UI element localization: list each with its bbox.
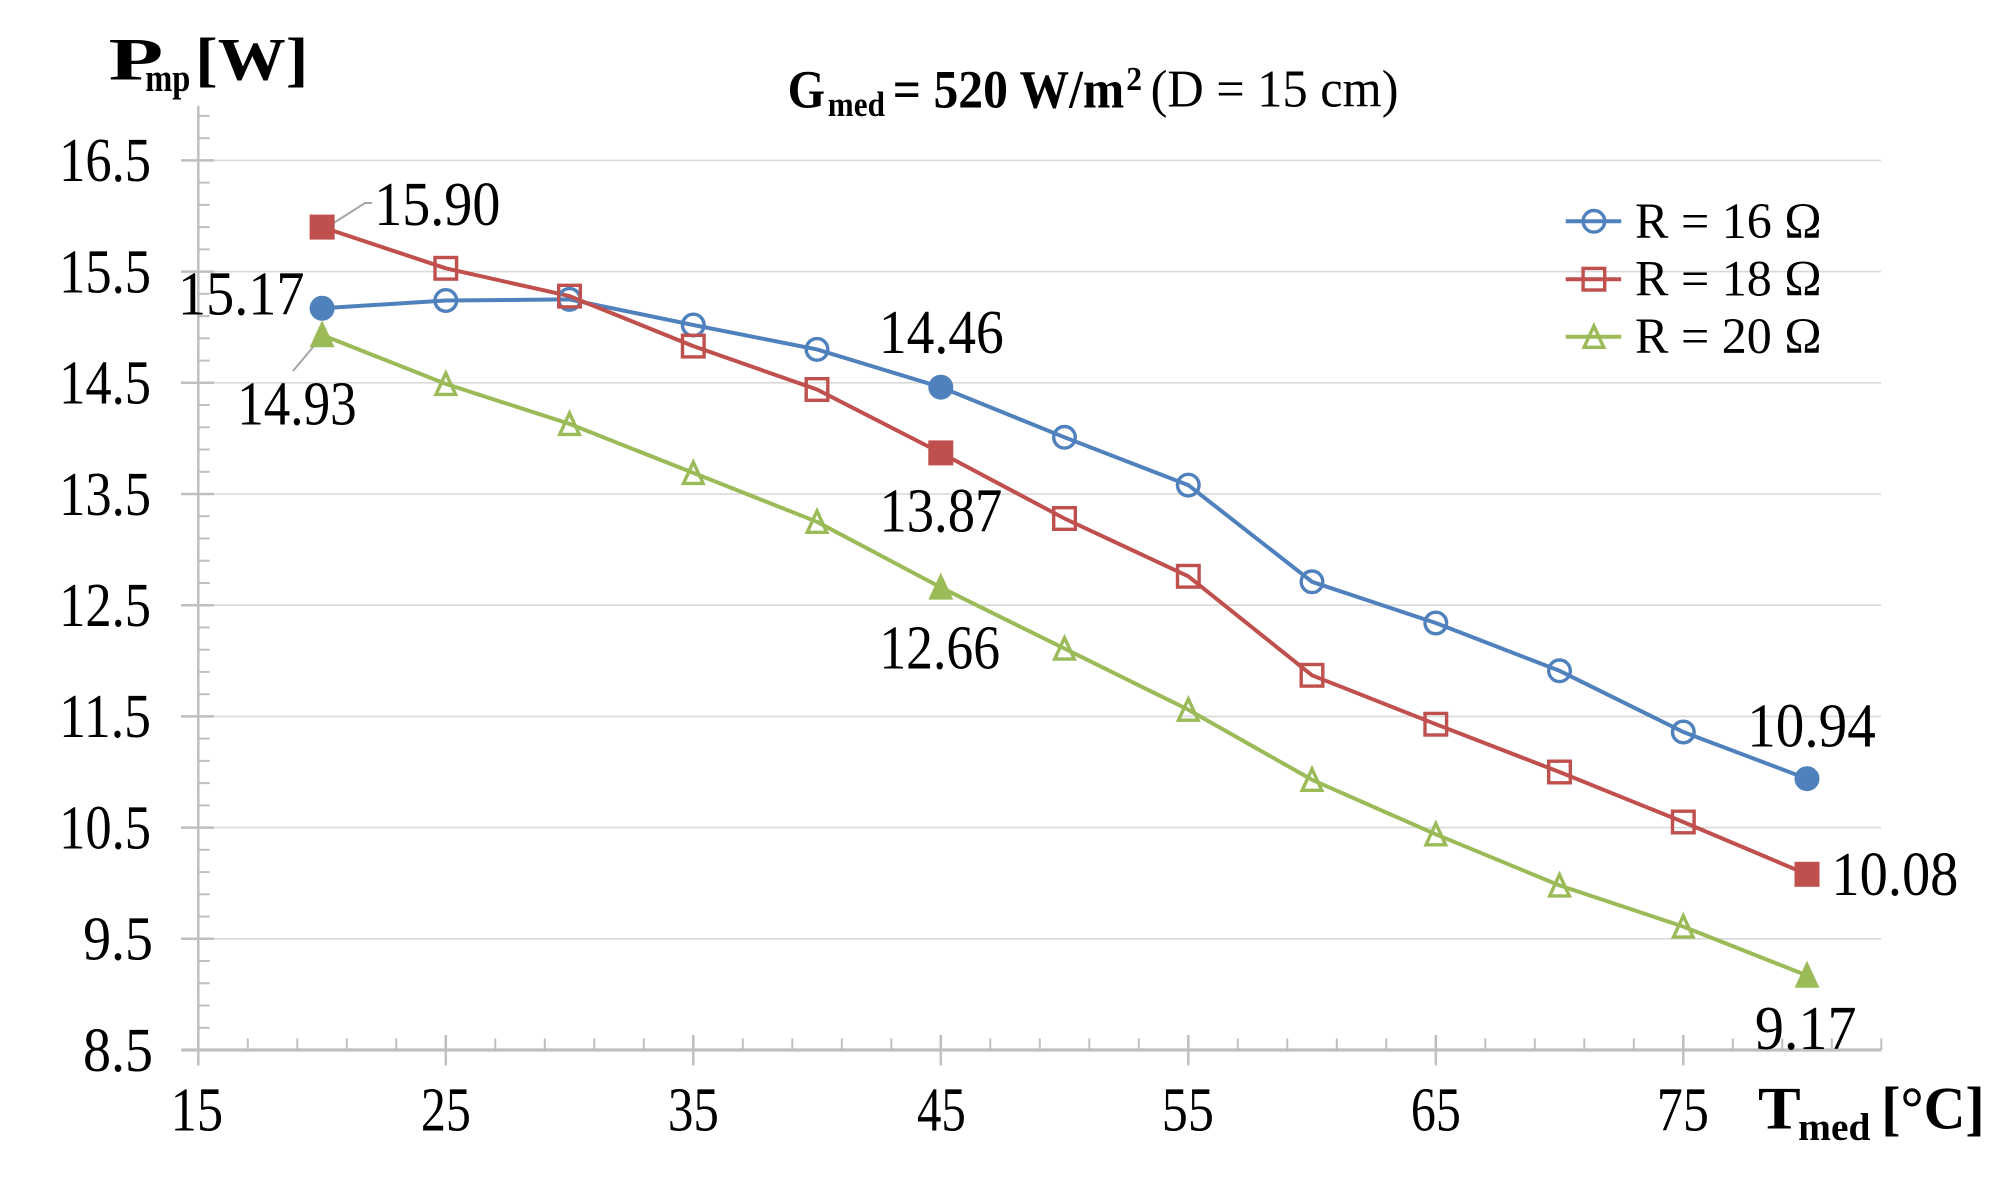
svg-text:16.5: 16.5 xyxy=(59,127,151,195)
svg-text:10.08: 10.08 xyxy=(1831,841,1958,909)
svg-text:13.87: 13.87 xyxy=(879,477,1002,545)
svg-text:55: 55 xyxy=(1162,1077,1214,1145)
svg-text:(D = 15 cm): (D = 15 cm) xyxy=(1151,61,1399,119)
svg-text:12.66: 12.66 xyxy=(879,615,1000,683)
svg-text:15.90: 15.90 xyxy=(374,171,500,239)
svg-text:R = 20 Ω: R = 20 Ω xyxy=(1635,309,1822,365)
svg-text:G: G xyxy=(788,60,825,120)
svg-text:R = 16 Ω: R = 16 Ω xyxy=(1635,194,1822,250)
svg-text:15: 15 xyxy=(171,1077,224,1145)
svg-text:T: T xyxy=(1758,1075,1801,1141)
svg-text:12.5: 12.5 xyxy=(59,572,151,640)
svg-text:P: P xyxy=(109,27,164,93)
svg-text:14.5: 14.5 xyxy=(59,350,151,418)
svg-text:9.5: 9.5 xyxy=(83,906,153,974)
svg-text:45: 45 xyxy=(917,1077,966,1145)
svg-text:65: 65 xyxy=(1411,1077,1461,1145)
svg-text:13.5: 13.5 xyxy=(59,461,151,529)
svg-text:15.5: 15.5 xyxy=(59,238,151,306)
svg-text:75: 75 xyxy=(1657,1077,1709,1145)
svg-text:10.94: 10.94 xyxy=(1747,692,1876,760)
svg-text:med: med xyxy=(828,85,886,124)
svg-text:11.5: 11.5 xyxy=(59,683,151,751)
svg-text:35: 35 xyxy=(668,1077,719,1145)
svg-text:= 520 W/m: = 520 W/m xyxy=(893,60,1124,120)
svg-text:15.17: 15.17 xyxy=(178,261,305,329)
svg-text:25: 25 xyxy=(421,1077,471,1145)
svg-text:med: med xyxy=(1798,1106,1871,1149)
svg-text:[W]: [W] xyxy=(195,27,308,93)
svg-text:[°C]: [°C] xyxy=(1881,1075,1985,1141)
svg-text:8.5: 8.5 xyxy=(83,1017,153,1085)
svg-text:mp: mp xyxy=(145,57,190,100)
svg-text:9.17: 9.17 xyxy=(1755,995,1857,1063)
svg-text:14.93: 14.93 xyxy=(237,371,357,439)
svg-text:R = 18 Ω: R = 18 Ω xyxy=(1635,251,1822,307)
svg-text:10.5: 10.5 xyxy=(59,794,151,862)
svg-text:2: 2 xyxy=(1126,61,1142,98)
svg-text:14.46: 14.46 xyxy=(879,299,1004,367)
